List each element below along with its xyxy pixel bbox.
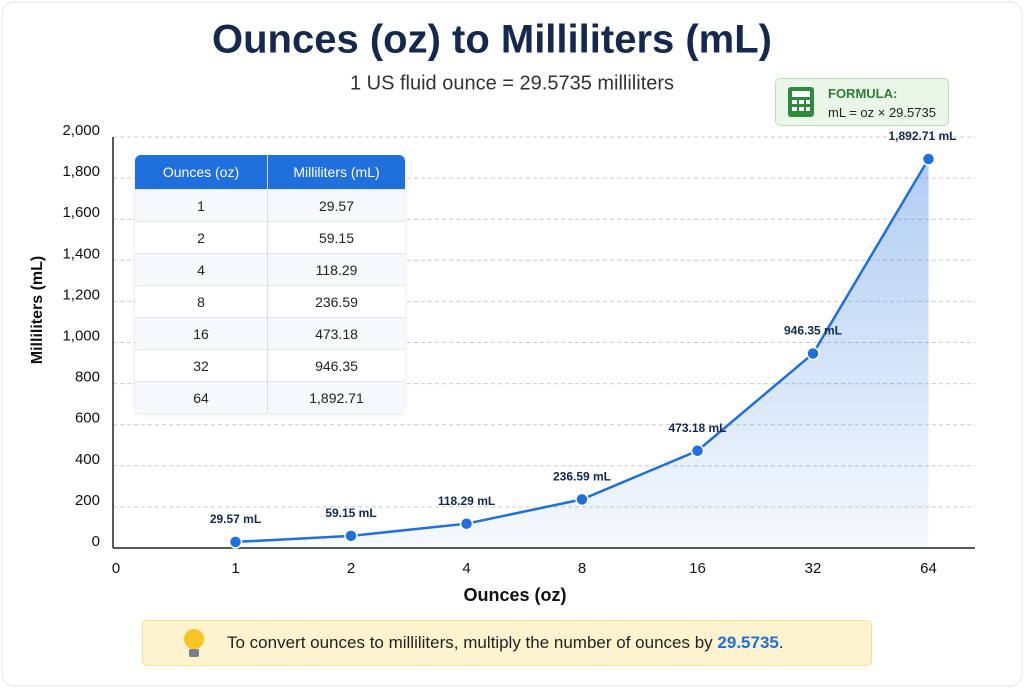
table-row: 64 1,892.71: [135, 381, 405, 413]
tip-highlight: 29.5735: [717, 633, 779, 652]
table-row: 2 59.15: [135, 221, 405, 254]
table-cell: 946.35: [267, 349, 405, 382]
table-cell: 1: [135, 189, 268, 222]
table-row: 16 473.18: [135, 317, 405, 350]
data-label: 473.18 mL: [668, 421, 726, 435]
x-tick-label: 4: [462, 560, 470, 577]
table-cell: 4: [135, 253, 268, 286]
data-label: 59.15 mL: [325, 506, 376, 520]
y-tick-label: 600: [75, 410, 100, 427]
y-tick-label: 1,400: [62, 245, 100, 262]
y-tick-label: 800: [75, 369, 100, 386]
table-row: 32 946.35: [135, 349, 405, 382]
table-header-cell: Ounces (oz): [135, 155, 268, 190]
x-tick-label: 8: [578, 560, 586, 577]
tip-text: To convert ounces to milliliters, multip…: [227, 633, 713, 652]
calculator-icon: [788, 87, 814, 117]
table-cell: 473.18: [267, 317, 405, 350]
y-tick-label: 400: [75, 451, 100, 468]
x-tick-label: 16: [689, 560, 706, 577]
data-label: 29.57 mL: [210, 512, 261, 526]
data-label: 946.35 mL: [784, 324, 842, 338]
table-cell: 59.15: [267, 221, 405, 254]
tip-box: To convert ounces to milliliters, multip…: [142, 620, 872, 666]
x-tick-label: 32: [805, 560, 822, 577]
point: [690, 444, 705, 458]
chart-title: Ounces (oz) to Milliliters (mL): [212, 18, 772, 62]
y-tick-label: 2,000: [62, 122, 100, 139]
table-cell: 8: [135, 285, 268, 318]
x-tick-label: 64: [920, 560, 937, 577]
table-cell: 29.57: [267, 189, 405, 222]
conversion-table: Ounces (oz) Milliliters (mL) 1 29.57 2 59.15 4…: [135, 155, 405, 413]
chart-subtitle: 1 US fluid ounce = 29.5735 milliliters: [350, 72, 674, 94]
table-cell: 16: [135, 317, 268, 350]
table-row: 1 29.57: [135, 189, 405, 222]
tip-end: .: [778, 633, 784, 652]
x-tick-label: 1: [231, 560, 239, 577]
formula-label: FORMULA:: [828, 86, 898, 101]
x-tick-label: 2: [347, 560, 355, 577]
y-tick-label: 1,000: [62, 327, 100, 344]
y-tick-label: 0: [92, 533, 100, 550]
data-label: 118.29 mL: [438, 494, 495, 508]
point: [228, 535, 243, 549]
table-row: 4 118.29: [135, 253, 405, 286]
formula-box: FORMULA: mL = oz × 29.5735: [775, 78, 949, 126]
table-cell: 118.29: [267, 253, 405, 286]
y-tick-label: 1,800: [62, 163, 100, 180]
point: [575, 492, 589, 507]
table-cell: 64: [135, 381, 268, 413]
table-cell: 32: [135, 349, 268, 382]
x-axis-label: Ounces (oz): [463, 585, 566, 605]
y-tick-label: 1,200: [62, 286, 100, 303]
table-row: 8 236.59: [135, 285, 405, 318]
table-header-row: Ounces (oz) Milliliters (mL): [135, 155, 405, 190]
point: [806, 346, 820, 361]
bulb-icon: [184, 629, 204, 657]
point: [921, 152, 936, 166]
y-axis-label: Milliliters (mL): [29, 256, 46, 364]
point: [459, 516, 474, 531]
point: [344, 529, 358, 543]
data-label: 1,892.71 mL: [888, 129, 956, 143]
formula-text: mL = oz × 29.5735: [828, 105, 936, 120]
table-cell: 2: [135, 221, 268, 254]
y-tick-label: 1,600: [62, 204, 100, 221]
area: [235, 159, 929, 548]
data-label: 236.59 mL: [553, 470, 611, 484]
table-cell: 1,892.71: [267, 381, 405, 413]
table-header-cell: Milliliters (mL): [267, 155, 405, 190]
table-cell: 236.59: [267, 285, 405, 318]
x-tick-label: 0: [112, 560, 120, 577]
y-tick-label: 200: [75, 492, 100, 509]
